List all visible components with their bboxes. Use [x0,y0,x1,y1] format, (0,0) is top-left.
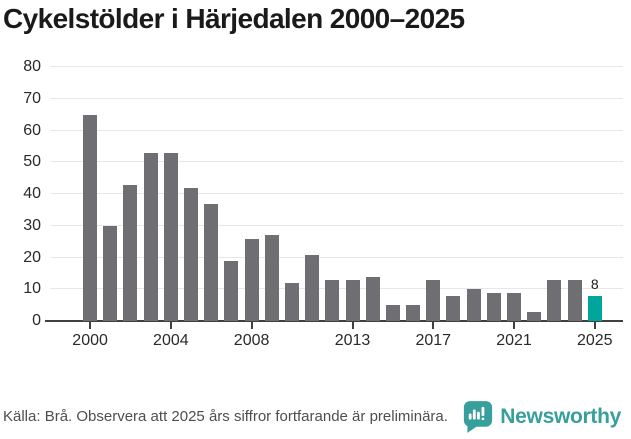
newsworthy-logo: Newsworthy [463,399,621,435]
bar [264,235,279,322]
gridline [50,97,623,99]
plot-area: 0 10 20 30 40 50 60 70 80 2000 2004 2008 2013 2017 202… [23,58,623,349]
bar [365,276,380,322]
bar-slot: 2000 [72,67,108,349]
bar-slot [282,67,302,322]
bar [547,279,562,322]
gridline [50,129,623,131]
y-axis-label: 30 [23,216,41,234]
gridline [50,161,623,163]
gridline [50,256,623,258]
y-axis-label: 60 [23,121,41,139]
x-axis-line [45,320,623,323]
source-note: Källa: Brå. Observera att 2025 års siffr… [3,408,448,426]
bar-slot [403,67,423,322]
gridline [50,224,623,226]
x-axis-label: 2008 [233,332,270,350]
bar-slot: 2004 [153,67,189,349]
y-axis-label: 70 [23,89,41,107]
newsworthy-logo-text: Newsworthy [500,405,621,428]
bar-chart: 0 10 20 30 40 50 60 70 80 2000 2004 2008 2013 2017 202… [0,57,631,357]
bar [527,311,542,322]
bar [305,254,320,322]
axis-tick [89,322,92,330]
logo-mini-bars [469,406,485,421]
bar-slot [201,67,221,322]
bar-slot [141,67,161,322]
bar-slot: 2013 [335,67,370,349]
bar-slot [262,67,282,322]
axis-tick [169,322,172,330]
bar [406,305,421,322]
page-title: Cykelstölder i Härjedalen 2000–2025 [3,3,465,34]
value-label: 8 [590,275,599,292]
bar [163,152,178,322]
bar-slot [322,67,342,322]
bar [426,279,441,322]
bar-slot: 2021 [496,67,532,349]
bar [244,238,259,322]
bar [103,225,118,322]
bar-slot [181,67,201,322]
axis-tick [351,322,354,330]
bar [466,289,481,322]
axis-tick [593,322,596,330]
bar [204,203,219,322]
x-axis-label: 2013 [334,332,371,350]
bar [123,184,138,322]
bar [224,260,239,322]
bar-slot: 2008 [234,67,269,349]
y-axis-label: 0 [32,312,41,330]
axis-tick [250,322,253,330]
bar-slot [443,67,463,322]
bar-slot [524,67,544,322]
bar-slot: 8 2025 [577,67,613,349]
footer: Källa: Brå. Observera att 2025 års siffr… [0,399,631,439]
axis-tick [432,322,435,330]
x-axis-label: 2021 [496,332,532,350]
newsworthy-speech-bubble-bar-chart-icon [463,399,493,435]
bar [446,295,461,322]
y-axis-label: 80 [23,58,41,76]
bar-slot [383,67,403,322]
x-axis-label: 2000 [72,332,108,350]
x-axis-label: 2017 [415,332,452,350]
x-axis-label: 2004 [153,332,189,350]
axis-tick [513,322,516,330]
y-axis-label: 50 [23,153,41,171]
bar [385,305,400,322]
bar [325,279,340,322]
x-axis-label: 2025 [576,332,613,350]
bar [345,279,360,322]
gridline [50,193,623,195]
bar [486,292,501,322]
bar [83,114,98,322]
bar-slot [363,67,383,322]
bar-slot [464,67,484,322]
bar-slot [565,67,585,322]
y-axis-label: 40 [23,185,41,203]
bar [567,279,582,322]
bar [184,187,199,322]
bar-slot [484,67,504,322]
bar-slot [100,67,120,322]
gridline [50,66,623,68]
bars: 2000 2004 2008 2013 2017 2021 8 2025 [50,67,623,349]
bar-slot [221,67,241,322]
bar-slot [544,67,564,322]
bar-slot [302,67,322,322]
bar [143,152,158,322]
y-axis-label: 10 [23,280,41,298]
bar-highlighted: 8 [587,276,602,322]
bar-slot [120,67,140,322]
bar [284,283,299,322]
bar-slot: 2017 [415,67,451,349]
y-axis-label: 20 [23,248,41,266]
bar [507,292,522,322]
